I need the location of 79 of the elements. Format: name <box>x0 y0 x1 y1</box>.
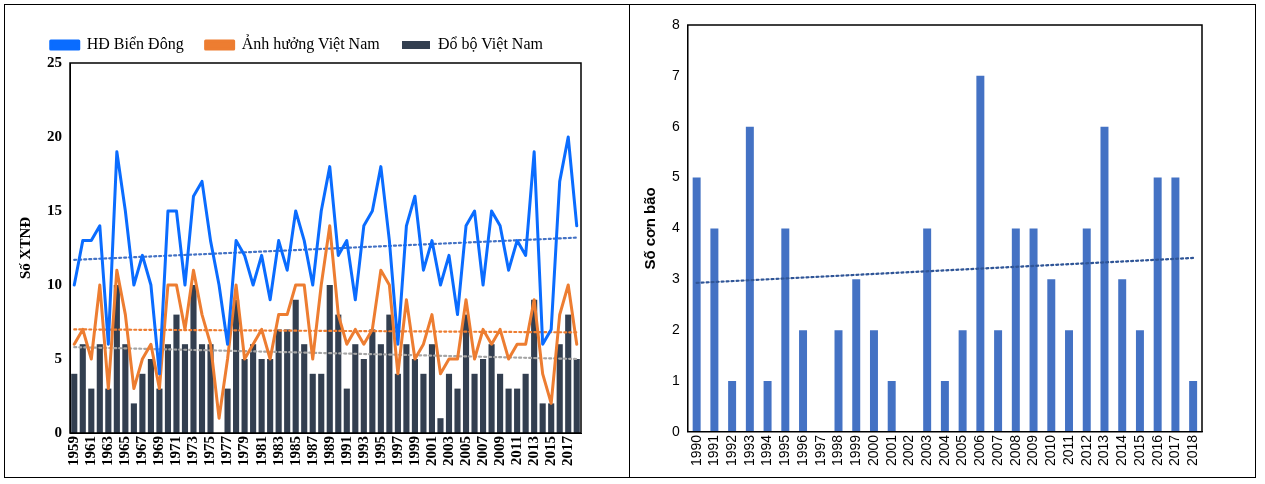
y-tick-label: 3 <box>671 270 680 287</box>
x-tick-label: 2002 <box>900 434 917 467</box>
x-tick-label: 2011 <box>1059 434 1076 465</box>
x-tick-label: 1975 <box>201 436 218 466</box>
x-tick-label: 1959 <box>65 436 82 466</box>
y-tick-label: 20 <box>47 127 62 144</box>
x-tick-label: 2013 <box>1095 434 1112 467</box>
x-tick-label: 1989 <box>320 436 337 466</box>
x-tick-label: 2008 <box>1006 434 1023 467</box>
x-tick-label: 2003 <box>918 434 935 467</box>
x-tick-label: 2015 <box>1130 434 1147 467</box>
y-tick-label: 15 <box>47 201 62 218</box>
x-tick-label: 1971 <box>167 436 184 466</box>
x-tick-label: 2006 <box>971 434 988 467</box>
y-tick-label: 7 <box>671 66 680 83</box>
x-tick-label: 1997 <box>388 435 405 466</box>
y-tick-label: 0 <box>671 422 680 439</box>
x-tick-label: 1969 <box>150 436 167 466</box>
x-tick-label: 2007 <box>988 434 1005 467</box>
x-tick-label: 1983 <box>269 436 286 466</box>
x-tick-label: 2009 <box>1024 434 1041 467</box>
y-tick-label: 10 <box>47 275 62 292</box>
x-tick-label: 2018 <box>1183 434 1200 467</box>
x-tick-label: 1965 <box>116 436 133 466</box>
x-tick-label: 2015 <box>542 436 559 466</box>
y-tick-label: 1 <box>671 371 680 388</box>
x-tick-label: 1981 <box>252 436 269 466</box>
x-tick-label: 1995 <box>776 434 793 467</box>
x-tick-label: 2004 <box>935 434 952 467</box>
x-tick-label: 2001 <box>882 434 899 467</box>
x-tick-label: 2000 <box>864 434 881 467</box>
x-tick-label: 1999 <box>847 434 864 467</box>
x-tick-label: 2017 <box>1166 434 1183 467</box>
x-tick-label: 1992 <box>722 434 739 467</box>
x-tick-label: 2001 <box>422 436 439 466</box>
y-tick-label: 4 <box>671 219 680 236</box>
x-tick-label: 2005 <box>456 436 473 466</box>
y-axis-title: Số cơn bão <box>641 187 659 270</box>
x-tick-label: 2012 <box>1077 434 1094 467</box>
x-tick-label: 1998 <box>829 434 846 467</box>
x-tick-label: 1987 <box>303 435 320 466</box>
y-tick-label: 5 <box>54 349 62 366</box>
y-tick-label: 6 <box>671 117 680 134</box>
x-tick-label: 2016 <box>1148 434 1165 467</box>
legend-label: Đổ bộ Việt Nam <box>438 35 544 53</box>
x-tick-label: 1990 <box>687 434 704 467</box>
y-tick-label: 0 <box>54 423 62 440</box>
x-tick-label: 2011 <box>508 436 524 466</box>
x-tick-label: 2009 <box>490 436 507 466</box>
x-tick-label: 2010 <box>1042 434 1059 467</box>
x-tick-label: 1996 <box>793 434 810 467</box>
x-tick-label: 1991 <box>705 434 722 467</box>
x-tick-label: 2003 <box>439 436 456 466</box>
x-tick-label: 1999 <box>405 436 422 466</box>
x-tick-label: 1985 <box>286 436 303 466</box>
x-tick-label: 1979 <box>235 436 252 466</box>
x-tick-label: 1993 <box>354 436 371 466</box>
y-tick-label: 8 <box>671 15 680 32</box>
legend-label: HĐ Biển Đông <box>86 35 184 54</box>
x-tick-label: 1963 <box>99 436 116 466</box>
x-tick-label: 1973 <box>184 436 201 466</box>
legend-label: Ảnh hưởng Việt Nam <box>241 34 381 54</box>
x-tick-label: 2014 <box>1113 434 1130 467</box>
y-tick-label: 5 <box>671 168 680 185</box>
x-tick-label: 1993 <box>740 434 757 467</box>
x-tick-label: 2017 <box>559 435 576 466</box>
x-tick-label: 1997 <box>811 434 828 467</box>
x-tick-label: 1995 <box>371 436 388 466</box>
y-tick-label: 2 <box>671 321 680 337</box>
x-tick-label: 1961 <box>82 436 99 466</box>
x-tick-label: 1994 <box>758 434 775 467</box>
x-tick-label: 2005 <box>953 434 970 467</box>
y-axis-title: Số XTNĐ <box>16 216 33 280</box>
x-tick-label: 1967 <box>133 435 150 466</box>
x-tick-label: 1977 <box>218 435 235 466</box>
x-tick-label: 2013 <box>525 436 542 466</box>
x-tick-label: 1991 <box>337 436 354 466</box>
x-tick-label: 2007 <box>473 435 490 466</box>
y-tick-label: 25 <box>47 53 62 70</box>
